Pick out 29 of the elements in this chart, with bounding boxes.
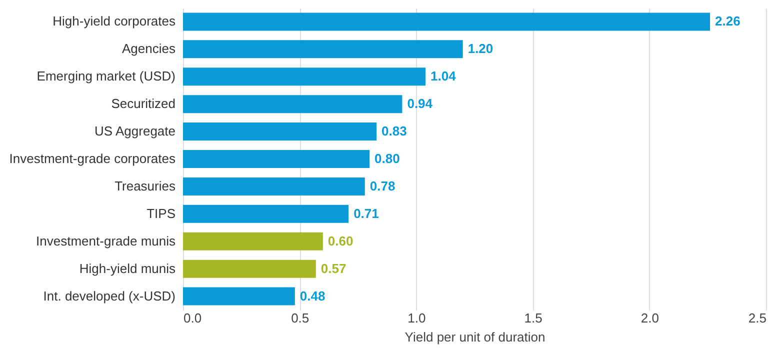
y-tick-label: Treasuries	[114, 178, 176, 194]
x-tick-label: 0.5	[291, 310, 310, 326]
data-label: 0.78	[370, 178, 396, 194]
data-label: 0.57	[320, 260, 346, 276]
x-tick-label: 1.5	[524, 310, 542, 326]
x-tick-label: 2.0	[640, 310, 659, 326]
data-label: 0.94	[407, 96, 434, 112]
data-label: 0.60	[328, 233, 354, 248]
y-tick-label: Emerging market (USD)	[36, 68, 176, 84]
data-label: 0.71	[354, 206, 379, 221]
x-tick-label: 2.5	[748, 310, 766, 326]
y-tick-label: Securitized	[111, 96, 176, 112]
x-axis-title: Yield per unit of duration	[404, 330, 546, 344]
data-label: 1.20	[468, 41, 494, 56]
data-label: 2.26	[715, 14, 740, 29]
y-tick-label: High-yield corporates	[52, 14, 176, 29]
y-tick-label: Investment-grade munis	[36, 233, 176, 248]
data-label: 0.48	[300, 288, 326, 304]
y-tick-label: US Aggregate	[94, 124, 176, 139]
data-label: 0.80	[374, 151, 400, 166]
y-tick-label: High-yield munis	[79, 260, 176, 276]
x-tick-label: 1.0	[408, 310, 426, 326]
y-tick-label: Investment-grade corporates	[9, 151, 176, 166]
x-tick-label: 0.0	[184, 310, 202, 326]
y-tick-label: Agencies	[122, 41, 176, 56]
data-label: 0.83	[382, 124, 407, 139]
data-label: 1.04	[430, 68, 457, 84]
y-tick-label: Int. developed (x-USD)	[43, 288, 176, 304]
y-tick-label: TIPS	[146, 206, 176, 221]
